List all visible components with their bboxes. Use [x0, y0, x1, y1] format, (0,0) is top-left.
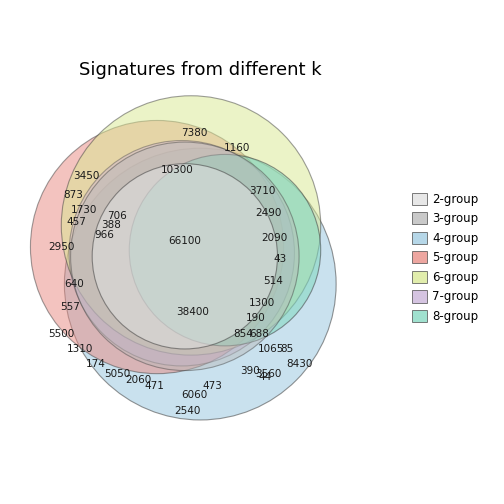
Title: Signatures from different k: Signatures from different k	[79, 61, 322, 79]
Text: 457: 457	[67, 217, 87, 227]
Text: 10300: 10300	[161, 165, 194, 175]
Text: 190: 190	[246, 313, 266, 323]
Circle shape	[129, 154, 321, 346]
Text: 706: 706	[107, 211, 127, 221]
Text: 66100: 66100	[168, 236, 201, 246]
Circle shape	[30, 120, 284, 373]
Legend: 2-group, 3-group, 4-group, 5-group, 6-group, 7-group, 8-group: 2-group, 3-group, 4-group, 5-group, 6-gr…	[408, 188, 483, 328]
Text: 8430: 8430	[286, 359, 312, 369]
Circle shape	[69, 141, 294, 366]
Text: 2060: 2060	[125, 375, 152, 385]
Text: 854: 854	[233, 329, 254, 339]
Text: 38400: 38400	[176, 307, 209, 317]
Text: 966: 966	[95, 230, 114, 240]
Text: 3450: 3450	[73, 171, 99, 181]
Text: 43: 43	[274, 255, 287, 265]
Text: 2540: 2540	[175, 406, 201, 416]
Text: 1310: 1310	[67, 344, 93, 354]
Text: 1065: 1065	[258, 344, 284, 354]
Text: 2490: 2490	[255, 208, 281, 218]
Text: 688: 688	[249, 329, 269, 339]
Text: 1730: 1730	[71, 205, 98, 215]
Text: 5500: 5500	[48, 329, 75, 339]
Text: 3710: 3710	[249, 186, 275, 197]
Text: 1160: 1160	[224, 143, 250, 153]
Text: 388: 388	[101, 220, 120, 230]
Circle shape	[71, 142, 299, 370]
Text: 1300: 1300	[249, 298, 275, 307]
Text: 471: 471	[144, 381, 164, 391]
Circle shape	[61, 96, 321, 355]
Text: 640: 640	[64, 279, 84, 289]
Text: 2090: 2090	[261, 233, 287, 243]
Text: 3560: 3560	[255, 368, 281, 379]
Text: 5050: 5050	[104, 368, 130, 379]
Text: 7380: 7380	[181, 128, 207, 138]
Text: 873: 873	[64, 190, 84, 200]
Text: 174: 174	[85, 359, 105, 369]
Text: 6060: 6060	[181, 390, 207, 400]
Text: 557: 557	[60, 302, 81, 312]
Text: 473: 473	[203, 381, 223, 391]
Circle shape	[92, 164, 278, 349]
Text: 2950: 2950	[48, 242, 75, 252]
Text: 390: 390	[240, 365, 260, 375]
Circle shape	[65, 148, 336, 420]
Text: 44: 44	[259, 372, 272, 382]
Text: 514: 514	[263, 276, 283, 286]
Text: 85: 85	[280, 344, 293, 354]
